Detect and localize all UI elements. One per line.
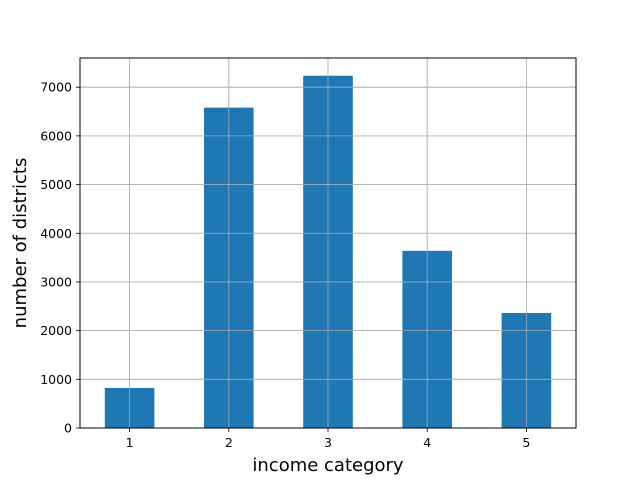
- y-tick-label: 1000: [40, 372, 72, 387]
- bar-layer: [80, 58, 576, 429]
- y-tick-label: 0: [64, 421, 72, 436]
- x-tick-label: 5: [522, 435, 530, 450]
- y-tick-label: 4000: [40, 226, 72, 241]
- y-tick-label: 2000: [40, 323, 72, 338]
- x-tick-label: 1: [126, 435, 134, 450]
- y-tick-label: 3000: [40, 274, 72, 289]
- y-tick-label: 5000: [40, 177, 72, 192]
- y-axis-label: number of districts: [10, 158, 31, 329]
- x-axis-label: income category: [252, 455, 404, 476]
- x-tick-label: 4: [423, 435, 431, 450]
- y-tick-label: 7000: [40, 80, 72, 95]
- x-tick-label: 2: [225, 435, 233, 450]
- y-tick-label: 6000: [40, 128, 72, 143]
- tick-layer: 0 1000 2000 3000 4000 5000 6000 7000 1 2 3 4 5: [40, 80, 530, 450]
- x-tick-label: 3: [324, 435, 332, 450]
